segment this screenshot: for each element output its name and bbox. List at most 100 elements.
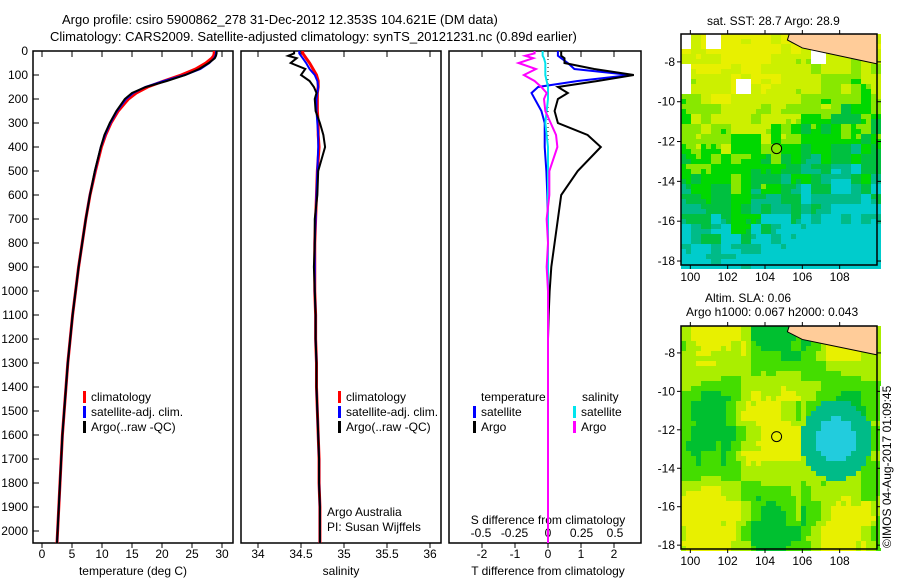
sla-map-cell — [721, 346, 726, 351]
sst-map-cell — [691, 224, 696, 229]
sst-map-cell — [716, 109, 721, 114]
sla-map-cell — [781, 536, 786, 541]
depth-tick-label: 200 — [8, 92, 28, 106]
sst-map-cell — [806, 159, 811, 164]
sla-map-cell — [821, 426, 826, 431]
sla-map-cell — [786, 411, 791, 416]
sla-map-cell — [831, 476, 836, 481]
sla-map-cell — [731, 361, 736, 366]
sst-map-cell — [811, 224, 816, 229]
sla-map-cell — [691, 376, 696, 381]
sst-map-cell — [831, 84, 836, 89]
sla-map-cell — [856, 361, 861, 366]
sst-map-cell — [741, 69, 746, 74]
sla-map-cell — [746, 471, 751, 476]
sst-map-cell — [856, 129, 861, 134]
sla-map-cell — [716, 346, 721, 351]
sla-map-cell — [681, 371, 686, 376]
sst-map-cell — [746, 244, 751, 249]
sla-map-cell — [761, 411, 766, 416]
sla-map-cell — [716, 376, 721, 381]
sla-map-cell — [806, 416, 811, 421]
sla-map-cell — [696, 496, 701, 501]
sst-map-cell — [826, 204, 831, 209]
sst-map-cell — [711, 254, 716, 259]
sla-map-cell — [861, 536, 866, 541]
sla-map-cell — [706, 441, 711, 446]
sst-map-cell — [746, 209, 751, 214]
sla-map-cell — [696, 361, 701, 366]
sla-map-cell — [851, 406, 856, 411]
sst-map-cell — [681, 129, 686, 134]
sla-map-cell — [711, 336, 716, 341]
sla-map-cell — [746, 356, 751, 361]
sst-map-cell — [871, 124, 876, 129]
sla-map-cell — [761, 541, 766, 546]
sst-map-cell — [746, 99, 751, 104]
sst-map-cell — [871, 129, 876, 134]
sla-map-cell — [831, 531, 836, 536]
sst-map-cell — [826, 244, 831, 249]
sla-map-cell — [691, 336, 696, 341]
sla-map-cell — [876, 401, 881, 406]
sla-map-cell — [856, 401, 861, 406]
sla-map-cell — [846, 521, 851, 526]
sla-map-cell — [811, 466, 816, 471]
sla-map-cell — [776, 326, 781, 331]
sla-map-cell — [681, 436, 686, 441]
sst-map-cell — [761, 239, 766, 244]
sst-map-cell — [776, 94, 781, 99]
sst-map-cell — [781, 109, 786, 114]
sla-map-cell — [831, 351, 836, 356]
sla-map-cell — [701, 501, 706, 506]
sst-map-cell — [806, 209, 811, 214]
sst-map-cell — [771, 259, 776, 264]
sla-map-cell — [831, 396, 836, 401]
sst-map-cell — [861, 94, 866, 99]
sla-map-cell — [691, 456, 696, 461]
sla-map-cell — [816, 466, 821, 471]
sla-map-cell — [741, 381, 746, 386]
sst-map-cell — [686, 94, 691, 99]
sla-map-cell — [876, 496, 881, 501]
sst-map-cell — [696, 99, 701, 104]
sla-map-cell — [741, 486, 746, 491]
sst-map-cell — [696, 74, 701, 79]
sla-map-cell — [711, 531, 716, 536]
sst-map-cell — [781, 79, 786, 84]
sla-map-cell — [866, 371, 871, 376]
sst-map-cell — [756, 259, 761, 264]
sst-map-cell — [721, 124, 726, 129]
sst-map-cell — [681, 69, 686, 74]
sla-map-cell — [761, 446, 766, 451]
sst-map-cell — [706, 39, 711, 44]
sla-map-cell — [816, 536, 821, 541]
sst-map-cell — [706, 64, 711, 69]
sst-map-cell — [841, 219, 846, 224]
sla-map-cell — [706, 521, 711, 526]
sla-map-cell — [776, 336, 781, 341]
sst-map-cell — [731, 164, 736, 169]
sla-map-cell — [766, 361, 771, 366]
sst-map-cell — [826, 264, 831, 269]
sst-map-cell — [796, 169, 801, 174]
sla-map-cell — [761, 336, 766, 341]
sla-map-cell — [711, 386, 716, 391]
legend-swatch — [473, 421, 476, 433]
sst-map-cell — [791, 254, 796, 259]
sst-map-cell — [726, 54, 731, 59]
sla-map-cell — [796, 386, 801, 391]
sla-map-cell — [781, 361, 786, 366]
sla-map-cell — [871, 401, 876, 406]
sst-map-cell — [741, 79, 746, 84]
sla-map-cell — [711, 501, 716, 506]
temperature-axis-tick-label: 20 — [155, 547, 169, 561]
sla-map-cell — [746, 426, 751, 431]
sst-map-cell — [681, 224, 686, 229]
sst-map-cell — [751, 84, 756, 89]
sla-map-cell — [866, 391, 871, 396]
sla-map-cell — [731, 476, 736, 481]
sst-map-cell — [761, 234, 766, 239]
sst-map-cell — [696, 179, 701, 184]
sla-map-cell — [816, 461, 821, 466]
